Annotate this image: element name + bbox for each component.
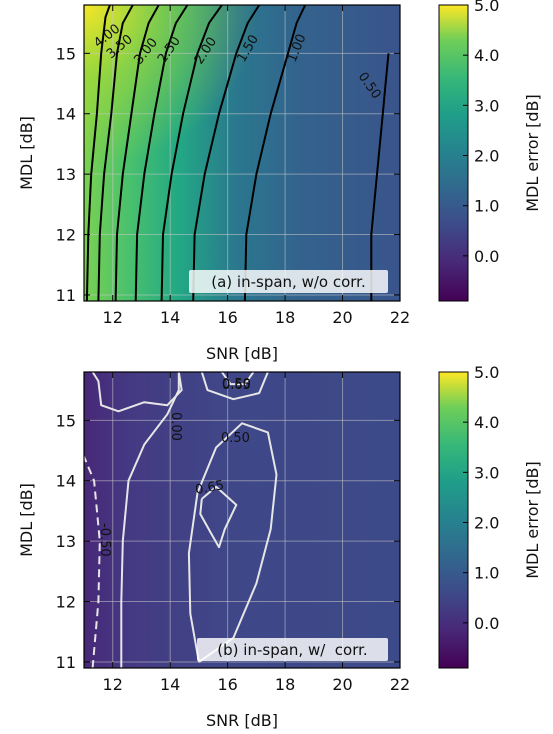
contour-label: -0.50 [97, 523, 112, 557]
contour-line [84, 456, 101, 668]
colorbar-gradient-a [438, 4, 469, 302]
colorbar-tick-label: 0.0 [474, 247, 499, 266]
x-tick-label: 12 [103, 308, 123, 327]
contour-line [134, 5, 189, 301]
x-tick-label: 20 [332, 308, 352, 327]
contour-line [243, 5, 307, 301]
x-axis-label-a: SNR [dB] [206, 344, 278, 363]
colorbar-tick-label: 4.0 [474, 413, 499, 432]
panel-label-box-a [189, 270, 388, 293]
contour-line [370, 53, 390, 301]
y-tick-label: 14 [56, 472, 76, 491]
plot-frame-b [83, 371, 401, 669]
y-tick-label: 11 [56, 286, 76, 305]
y-tick-label: 13 [56, 165, 76, 184]
contour-line [221, 372, 255, 386]
colorbar-tick-label: 2.0 [474, 147, 499, 166]
colorbar-b: 5.0 4.0 3.0 2.0 1.0 0.0 MDL error [dB] [438, 363, 542, 669]
heatmap-background-b [84, 372, 400, 668]
colorbar-tick-label: 0.0 [474, 614, 499, 633]
x-tick-label: 18 [275, 308, 295, 327]
colorbar-tick-label: 5.0 [474, 0, 499, 15]
x-tick-label: 22 [390, 308, 410, 327]
contour-label: 0.00 [168, 412, 183, 441]
colorbar-a: 5.0 4.0 3.0 2.0 1.0 0.0 MDL error [dB] [438, 0, 542, 302]
colorbar-tick-label: 4.0 [474, 46, 499, 65]
colorbar-label-b: MDL error [dB] [523, 461, 542, 579]
x-tick-label: 14 [160, 308, 180, 327]
colorbar-tick-label: 1.0 [474, 197, 499, 216]
contour-line [114, 5, 160, 301]
colorbar-tick-label: 1.0 [474, 564, 499, 583]
contour-labels-b: 0.65 0.50 0.00 0.50 0.65 -0.50 [97, 377, 251, 557]
panel-b: 0.65 0.50 0.00 0.50 0.65 -0.50 (b) in-sp… [17, 363, 542, 730]
x-tick-label: 18 [275, 675, 295, 694]
y-tick-label: 11 [56, 653, 76, 672]
y-tick-label: 12 [56, 593, 76, 612]
x-tick-label: 22 [390, 675, 410, 694]
colorbar-tick-label: 2.0 [474, 514, 499, 533]
contour-line [91, 372, 183, 413]
x-tick-label: 16 [217, 675, 237, 694]
colorbar-ticks-a: 5.0 4.0 3.0 2.0 1.0 0.0 [463, 0, 499, 266]
contour-line [187, 422, 278, 663]
contour-label: 0.50 [222, 377, 251, 392]
y-tick-label: 12 [56, 226, 76, 245]
axis-ticks-a: 12 14 16 18 20 22 11 12 13 14 15 [56, 5, 410, 327]
colorbar-gradient-b [438, 371, 469, 669]
contours-a [85, 5, 390, 301]
contours-b [84, 372, 278, 668]
grid-b [84, 372, 401, 668]
y-tick-label: 14 [56, 105, 76, 124]
x-tick-label: 12 [103, 675, 123, 694]
y-tick-label: 15 [56, 44, 76, 63]
y-axis-label-a: MDL [dB] [17, 116, 36, 190]
x-tick-label: 16 [217, 308, 237, 327]
colorbar-tick-label: 3.0 [474, 463, 499, 482]
colorbar-tick-label: 3.0 [474, 96, 499, 115]
x-tick-label: 14 [160, 675, 180, 694]
panel-label-box-b [197, 638, 388, 661]
y-tick-label: 13 [56, 532, 76, 551]
contour-label: 0.50 [221, 431, 250, 446]
plot-frame-a [83, 4, 401, 302]
colorbar-label-a: MDL error [dB] [523, 94, 542, 212]
axis-ticks-b: 12 14 16 18 20 22 11 12 13 14 15 [56, 372, 410, 694]
panel-label-a: (a) in-span, w/o corr. [211, 273, 365, 291]
contour-line [97, 5, 134, 301]
contour-line [160, 5, 223, 301]
y-tick-label: 15 [56, 411, 76, 430]
contour-line [199, 485, 238, 549]
x-axis-label-b: SNR [dB] [206, 711, 278, 730]
panel-label-b: (b) in-span, w/ corr. [217, 641, 367, 659]
y-axis-label-b: MDL [dB] [17, 483, 36, 557]
x-tick-label: 20 [332, 675, 352, 694]
contour-label: 0.65 [222, 378, 251, 393]
colorbar-ticks-b: 5.0 4.0 3.0 2.0 1.0 0.0 [463, 363, 499, 633]
contour-line [200, 372, 269, 401]
contour-label: 0.65 [194, 478, 225, 498]
contour-line [192, 5, 261, 301]
colorbar-tick-label: 5.0 [474, 363, 499, 382]
panel-a: 4.00 3.50 3.00 2.50 2.00 1.50 1.00 0.50 … [17, 0, 542, 363]
